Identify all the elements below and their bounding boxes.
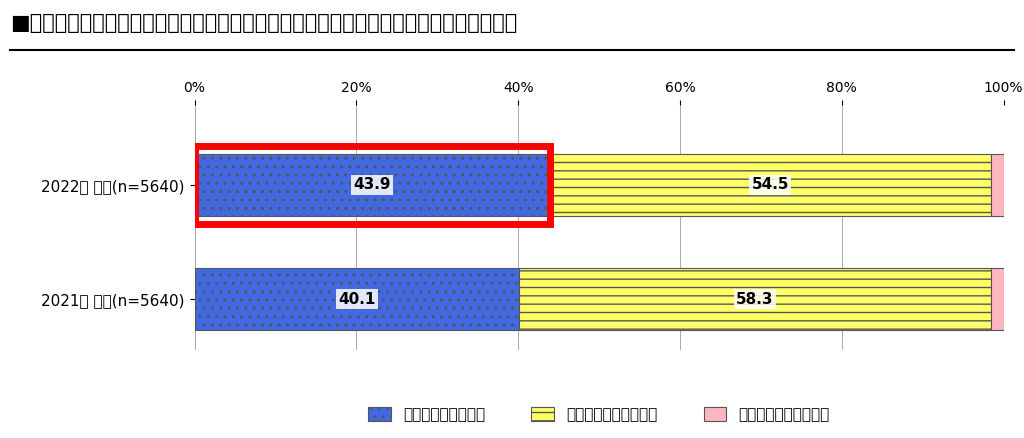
Bar	[195, 268, 519, 330]
Bar	[990, 154, 1004, 216]
Bar	[550, 154, 990, 216]
Bar	[195, 145, 550, 224]
Text: 54.5: 54.5	[752, 177, 788, 192]
Bar	[195, 154, 550, 216]
Bar	[990, 268, 1004, 330]
Text: 58.3: 58.3	[736, 292, 773, 307]
Text: 40.1: 40.1	[338, 292, 376, 307]
Bar	[519, 268, 990, 330]
Text: 43.9: 43.9	[353, 177, 391, 192]
Text: ■新型コロナウイルスの感染拡大前と比べ、あなたの健康に対する意識は高まりましたか: ■新型コロナウイルスの感染拡大前と比べ、あなたの健康に対する意識は高まりましたか	[10, 13, 517, 33]
Legend: 健康意識が高まった, 健康意識は変わらない, 健康意識が低くなった: 健康意識が高まった, 健康意識は変わらない, 健康意識が低くなった	[362, 401, 836, 429]
